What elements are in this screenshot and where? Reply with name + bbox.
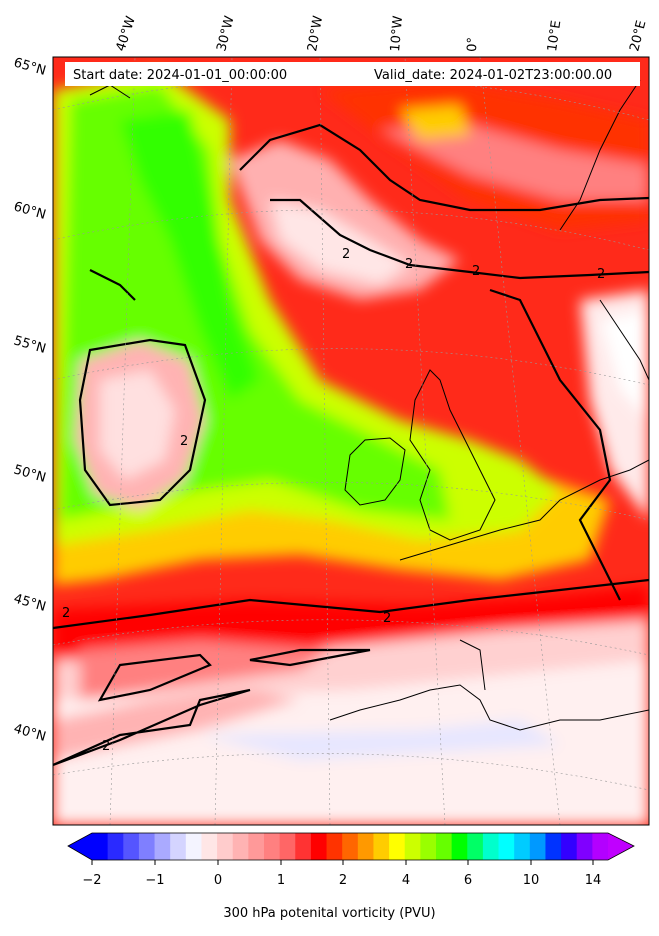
colorbar-tick-label: −1 — [145, 873, 164, 888]
contour-labels: 2 2 2 2 2 2 2 2 — [62, 247, 605, 754]
colorbar-segment — [529, 833, 546, 860]
pv-field — [53, 57, 649, 825]
colorbar-segment — [279, 833, 296, 860]
colorbar-tick-label: 10 — [523, 873, 540, 888]
plot-frame — [52, 56, 650, 826]
lat-label: 40°N — [12, 721, 48, 744]
colorbar-segment — [514, 833, 531, 860]
lat-label: 60°N — [12, 199, 48, 222]
valid-date: Valid_date: 2024-01-02T23:00:00.00 — [374, 68, 612, 83]
colorbar-segment — [357, 833, 374, 860]
colorbar-segment — [107, 833, 124, 860]
colorbar-segment — [451, 833, 468, 860]
contour-label: 2 — [597, 267, 605, 282]
lon-label: 0° — [465, 37, 481, 52]
lat-labels: 65°N 60°N 55°N 50°N 45°N 40°N — [12, 55, 48, 744]
colorbar-tick-label: 0 — [214, 873, 222, 888]
lat-label: 45°N — [12, 591, 48, 614]
contour-label: 2 — [342, 247, 350, 262]
colorbar-segment — [232, 833, 249, 860]
pv-2-contours — [53, 123, 649, 767]
colorbar-segment — [389, 833, 406, 860]
colorbar-title: 300 hPa potenital vorticity (PVU) — [223, 906, 436, 921]
colorbar-segment — [576, 833, 593, 860]
colorbar-segment — [264, 833, 281, 860]
colorbar-segment — [436, 833, 453, 860]
colorbar-under-arrow — [68, 833, 92, 860]
colorbar-segment — [217, 833, 234, 860]
lat-label: 50°N — [12, 462, 48, 485]
lon-label: 30°W — [214, 14, 237, 53]
colorbar-segment — [498, 833, 515, 860]
colorbar-tick-label: 6 — [464, 873, 472, 888]
lat-label: 65°N — [12, 55, 48, 78]
start-date: Start date: 2024-01-01_00:00:00 — [73, 68, 287, 83]
colorbar-segment — [248, 833, 265, 860]
contour-label: 2 — [472, 264, 480, 279]
colorbar-segment — [185, 833, 202, 860]
lon-label: 10°W — [388, 15, 406, 52]
colorbar-segment — [482, 833, 500, 860]
contour-label: 2 — [383, 611, 391, 626]
contour-label: 2 — [102, 739, 110, 754]
colorbar-segment — [326, 833, 343, 860]
colorbar-tick-label: −2 — [82, 873, 101, 888]
header-box — [65, 62, 640, 86]
colorbar-segment — [404, 833, 421, 860]
lon-label: 10°E — [545, 20, 564, 53]
colorbar-segment — [310, 833, 328, 860]
colorbar-segment — [154, 833, 171, 860]
colorbar-tick-label: 14 — [585, 873, 602, 888]
colorbar-over-arrow — [608, 833, 634, 860]
colorbar-segment — [295, 833, 312, 860]
lon-label: 20°E — [627, 19, 649, 53]
colorbar-segment — [138, 833, 156, 860]
colorbar-segment — [592, 833, 609, 860]
colorbar-segment — [545, 833, 562, 860]
colorbar: −2 −1 0 1 2 4 6 10 14 — [67, 832, 635, 888]
lon-labels: 40°W 30°W 20°W 10°W 0° 10°E 20°E — [114, 14, 650, 53]
contour-label: 2 — [180, 434, 188, 449]
lat-label: 55°N — [12, 333, 48, 356]
contour-label: 2 — [405, 257, 413, 272]
colorbar-segment — [123, 833, 140, 860]
colorbar-segment — [92, 833, 109, 860]
lon-label: 20°W — [305, 15, 326, 53]
coastlines — [89, 79, 649, 731]
colorbar-segment — [342, 833, 359, 860]
colorbar-segment — [467, 833, 484, 860]
colorbar-tick-label: 4 — [402, 873, 410, 888]
colorbar-segment — [561, 833, 578, 860]
colorbar-segment — [420, 833, 437, 860]
colorbar-tick-label: 2 — [339, 873, 347, 888]
colorbar-segment — [373, 833, 390, 860]
colorbar-tick-label: 1 — [277, 873, 285, 888]
colorbar-segment — [201, 833, 218, 860]
lon-label: 40°W — [114, 14, 139, 53]
contour-label: 2 — [62, 606, 70, 621]
colorbar-segment — [170, 833, 187, 860]
